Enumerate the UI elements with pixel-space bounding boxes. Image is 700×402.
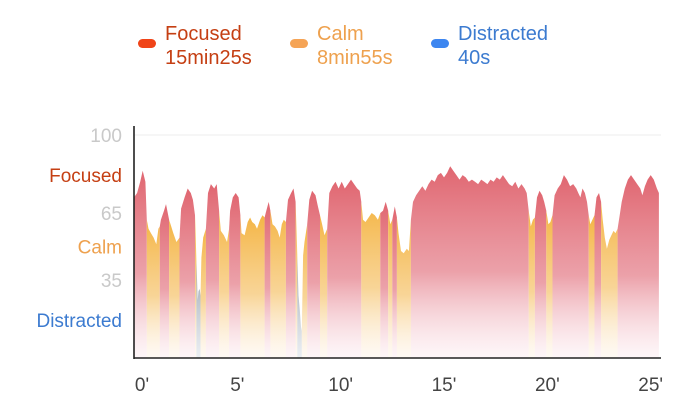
area-segment-focused [285,188,296,358]
area-segment-calm [195,215,197,358]
legend-label-calm: Calm [317,23,364,45]
x-tick-label-5: 5' [230,375,244,396]
area-segment-focused [410,166,529,358]
area-segment-calm [396,217,411,358]
area-segment-focused [380,201,389,358]
area-segment-calm [146,219,160,358]
x-tick-label-25: 25' [638,375,663,396]
area-segment-calm [219,210,230,358]
legend-swatch-calm [290,39,308,48]
legend-item-calm: Calm 8min55s [290,22,393,70]
x-tick-label-15: 15' [432,375,457,396]
area-segment-distracted [297,255,302,358]
area-segment-focused [327,179,362,358]
area-segment-focused [205,184,220,358]
area-segment-focused [594,193,602,358]
area-segment-focused [179,188,195,358]
area-segment-focused [264,201,271,358]
y-tick-label-100: 100 [90,126,122,147]
area-segment-focused [307,190,320,358]
area-segment-distracted [196,259,201,358]
area-segment-calm [301,224,308,358]
area-segment-focused [229,193,241,358]
area-segment-calm [200,228,206,358]
area-segment-calm [240,215,265,358]
area-segment-calm [528,210,535,358]
area-segment-calm [270,210,286,358]
area-segment-focused [534,190,547,358]
y-tick-label-35: 35 [101,271,122,292]
area-segment-focused [159,204,170,358]
legend-label-focused: Focused [165,23,242,45]
area-segment-calm [388,210,393,358]
x-tick-label-0: 0' [135,375,149,396]
legend-item-focused: Focused 15min25s [138,22,252,70]
area-segment-calm [546,210,553,358]
chart-legend: Focused 15min25s Calm 8min55s Distracted… [0,0,700,80]
legend-label-distracted: Distracted [458,23,549,45]
area-segment-focused [134,170,147,358]
y-category-label-calm: Calm [78,238,122,259]
legend-swatch-focused [138,39,156,48]
y-category-label-distracted: Distracted [36,311,122,332]
area-segment-calm [361,201,381,358]
y-category-label-focused: Focused [49,166,122,187]
area-segment-calm [601,201,618,358]
area-segment-calm [295,201,298,358]
area-segment-focused [617,175,659,358]
area-segment-calm [320,215,328,358]
area-segment-calm [169,219,180,358]
area-segment-focused [392,206,397,358]
legend-item-distracted: Distracted 40s [431,22,548,70]
area-segment-focused [552,175,589,358]
y-tick-label-65: 65 [101,204,122,225]
area-segment-calm [588,215,595,358]
legend-swatch-distracted [431,39,449,48]
x-tick-label-20: 20' [535,375,560,396]
legend-duration-distracted: 40s [458,47,491,69]
legend-duration-focused: 15min25s [165,47,252,69]
x-tick-label-10: 10' [328,375,353,396]
legend-duration-calm: 8min55s [317,47,393,69]
